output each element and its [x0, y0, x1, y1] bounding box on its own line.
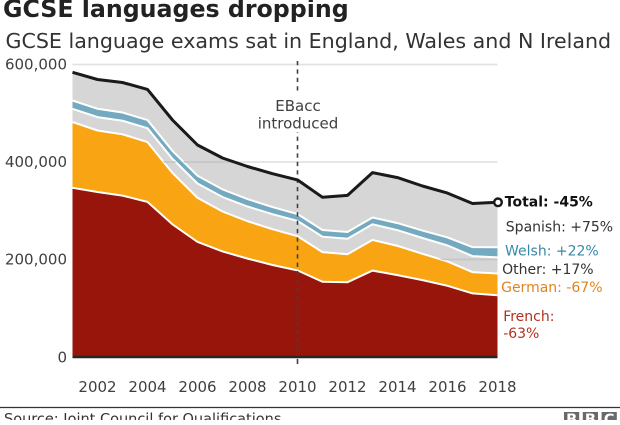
svg-text:200,000: 200,000	[5, 251, 67, 269]
svg-text:-63%: -63%	[503, 326, 539, 342]
svg-text:Source: Joint Council for Qual: Source: Joint Council for Qualifications	[4, 412, 281, 421]
svg-text:2006: 2006	[178, 378, 216, 396]
svg-text:Other: +17%: Other: +17%	[502, 262, 594, 278]
svg-text:2004: 2004	[128, 378, 166, 396]
svg-text:0: 0	[57, 349, 67, 367]
svg-text:600,000: 600,000	[5, 56, 67, 74]
svg-text:Total: -45%: Total: -45%	[505, 195, 593, 211]
svg-text:C: C	[604, 412, 615, 420]
svg-text:German: -67%: German: -67%	[501, 280, 602, 296]
svg-text:400,000: 400,000	[5, 153, 67, 171]
svg-text:2010: 2010	[278, 378, 316, 396]
svg-text:2016: 2016	[428, 378, 466, 396]
svg-text:introduced: introduced	[258, 114, 339, 132]
svg-text:2018: 2018	[478, 378, 516, 396]
svg-text:Welsh: +22%: Welsh: +22%	[505, 243, 599, 259]
svg-text:GCSE language exams sat in Eng: GCSE language exams sat in England, Wale…	[6, 29, 612, 53]
svg-text:French:: French:	[503, 309, 554, 325]
svg-text:B: B	[566, 412, 577, 420]
svg-text:2002: 2002	[78, 378, 116, 396]
svg-text:EBacc: EBacc	[275, 97, 320, 115]
svg-text:GCSE languages dropping: GCSE languages dropping	[3, 0, 349, 23]
svg-text:2014: 2014	[378, 378, 416, 396]
svg-text:Spanish: +75%: Spanish: +75%	[506, 220, 613, 236]
svg-text:B: B	[585, 412, 596, 420]
svg-text:2012: 2012	[328, 378, 366, 396]
svg-text:2008: 2008	[228, 378, 266, 396]
